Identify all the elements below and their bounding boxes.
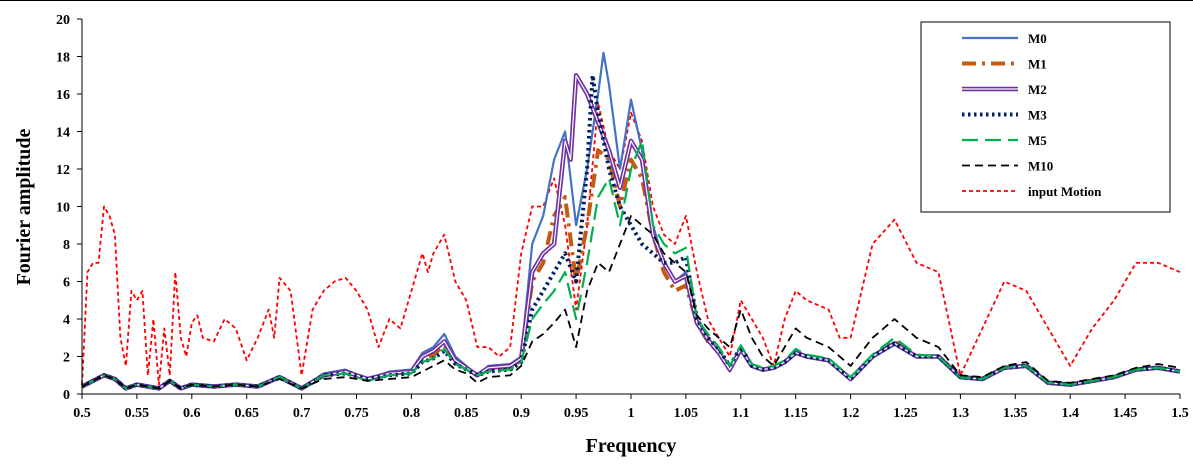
x-tick-label: 1.4 (1061, 406, 1079, 421)
y-tick-label: 20 (56, 13, 70, 28)
x-tick-label: 1.5 (1171, 406, 1189, 421)
y-tick-label: 14 (56, 126, 70, 141)
series-line-m5 (81, 139, 1181, 390)
legend-entry-m2-label: M2 (1028, 82, 1047, 97)
y-tick-label: 6 (63, 276, 70, 291)
legend-entry-m3-label: M3 (1028, 108, 1047, 123)
y-tick-label: 18 (56, 51, 70, 66)
legend-entry-m10-label: M10 (1028, 159, 1053, 174)
x-tick-label: 0.75 (344, 406, 369, 421)
series-line-input-motion (81, 102, 1181, 386)
y-tick-label: 8 (63, 238, 70, 253)
x-tick-label: 1 (628, 406, 635, 421)
y-axis-ticks: 0 2 4 6 8 10 12 14 16 18 20 (56, 13, 82, 403)
legend-box (920, 21, 1171, 213)
legend-entry-m5-label: M5 (1028, 133, 1047, 148)
y-tick-label: 12 (56, 163, 70, 178)
x-tick-label: 1.2 (842, 406, 860, 421)
x-tick-label: 0.85 (454, 406, 479, 421)
x-tick-label: 0.8 (403, 406, 421, 421)
x-axis-ticks: 0.5 0.55 0.6 0.65 0.7 0.75 0.8 0.85 0.9 0.95 1 1.05… (73, 394, 1189, 421)
series-line-m10 (81, 214, 1181, 390)
y-tick-label: 10 (56, 201, 70, 216)
x-tick-label: 1.3 (952, 406, 970, 421)
x-tick-label: 1.35 (1003, 406, 1028, 421)
x-tick-label: 0.95 (564, 406, 589, 421)
x-tick-label: 0.6 (183, 406, 201, 421)
x-tick-label: 0.65 (234, 406, 259, 421)
legend: M0 M1 M2 M3 M5 M10 input Motion (920, 21, 1171, 213)
x-tick-label: 1.45 (1113, 406, 1138, 421)
x-axis-title: Frequency (586, 435, 677, 457)
x-tick-label: 0.9 (512, 406, 530, 421)
x-tick-label: 0.55 (125, 406, 150, 421)
legend-entry-input-motion-label: input Motion (1028, 184, 1102, 199)
y-axis-title: Fourier amplitude (13, 128, 35, 285)
x-tick-label: 0.7 (293, 406, 311, 421)
x-tick-label: 1.25 (893, 406, 918, 421)
y-tick-label: 2 (63, 351, 70, 366)
legend-entry-m0-label: M0 (1028, 31, 1047, 46)
legend-entry-m1-label: M1 (1028, 57, 1047, 72)
x-tick-label: 1.15 (783, 406, 808, 421)
series-layer (80, 51, 1181, 391)
x-tick-label: 1.05 (674, 406, 699, 421)
x-tick-label: 0.5 (73, 406, 91, 421)
y-tick-label: 0 (63, 388, 70, 403)
y-tick-label: 4 (63, 313, 70, 328)
x-tick-label: 1.1 (732, 406, 750, 421)
y-tick-label: 16 (56, 88, 70, 103)
